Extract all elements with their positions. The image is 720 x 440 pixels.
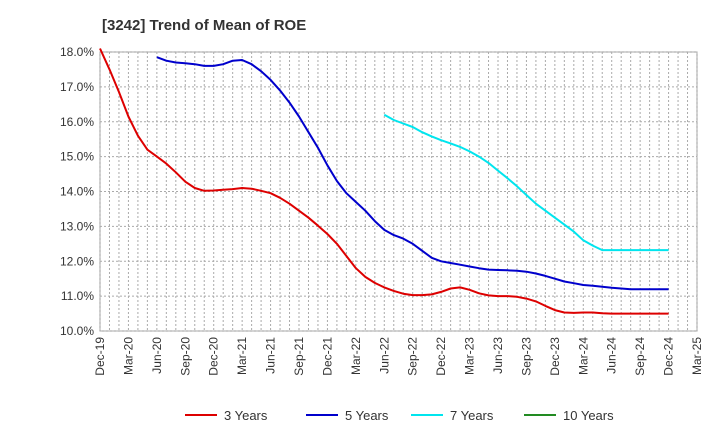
data-series xyxy=(99,48,669,315)
x-tick-label: Jun-22 xyxy=(377,337,391,374)
x-tick-label: Dec-22 xyxy=(434,337,448,376)
x-tick-label: Dec-20 xyxy=(207,337,221,376)
x-tick-label: Sep-24 xyxy=(633,337,647,376)
x-tick-label: Mar-22 xyxy=(349,337,363,375)
x-tick-label: Dec-23 xyxy=(548,337,562,376)
x-tick-label: Sep-23 xyxy=(519,337,533,376)
x-tick-label: Jun-24 xyxy=(605,337,619,374)
legend-label: 7 Years xyxy=(450,408,494,423)
legend: 3 Years 5 Years 7 Years 10 Years xyxy=(185,408,614,423)
x-tick-label: Sep-20 xyxy=(178,337,192,376)
x-tick-label: Mar-25 xyxy=(690,337,704,375)
legend-label: 3 Years xyxy=(224,408,268,423)
series-line-3-years xyxy=(99,48,669,315)
x-tick-label: Mar-21 xyxy=(235,337,249,375)
x-tick-label: Dec-24 xyxy=(662,337,676,376)
x-tick-label: Mar-23 xyxy=(463,337,477,375)
series-line-7-years xyxy=(383,113,669,252)
x-axis-tick-labels: Dec-19 Mar-20 Jun-20 Sep-20 Dec-20 Mar-21 Jun-… xyxy=(93,337,704,376)
x-tick-label: Sep-22 xyxy=(406,337,420,376)
x-tick-label: Jun-23 xyxy=(491,337,505,374)
y-axis-tick-labels: 10.0% 11.0% 12.0% 13.0% 14.0% 15.0% 16.0% 17.0%… xyxy=(60,45,94,338)
y-tick-label: 17.0% xyxy=(60,80,94,94)
legend-label: 10 Years xyxy=(563,408,614,423)
x-tick-label: Jun-20 xyxy=(150,337,164,374)
chart-title: [3242] Trend of Mean of ROE xyxy=(102,17,306,34)
y-tick-label: 18.0% xyxy=(60,45,94,59)
y-tick-label: 15.0% xyxy=(60,150,94,164)
x-tick-label: Dec-21 xyxy=(320,337,334,376)
series-line-5-years xyxy=(156,56,669,291)
x-tick-label: Dec-19 xyxy=(93,337,107,376)
x-tick-label: Mar-24 xyxy=(576,337,590,375)
legend-label: 5 Years xyxy=(345,408,389,423)
y-tick-label: 16.0% xyxy=(60,115,94,129)
y-tick-label: 14.0% xyxy=(60,185,94,199)
y-tick-label: 12.0% xyxy=(60,254,94,268)
x-tick-label: Jun-21 xyxy=(264,337,278,374)
x-tick-label: Sep-21 xyxy=(292,337,306,376)
x-tick-label: Mar-20 xyxy=(121,337,135,375)
y-tick-label: 10.0% xyxy=(60,324,94,338)
y-tick-label: 13.0% xyxy=(60,219,94,233)
y-tick-label: 11.0% xyxy=(61,289,94,303)
